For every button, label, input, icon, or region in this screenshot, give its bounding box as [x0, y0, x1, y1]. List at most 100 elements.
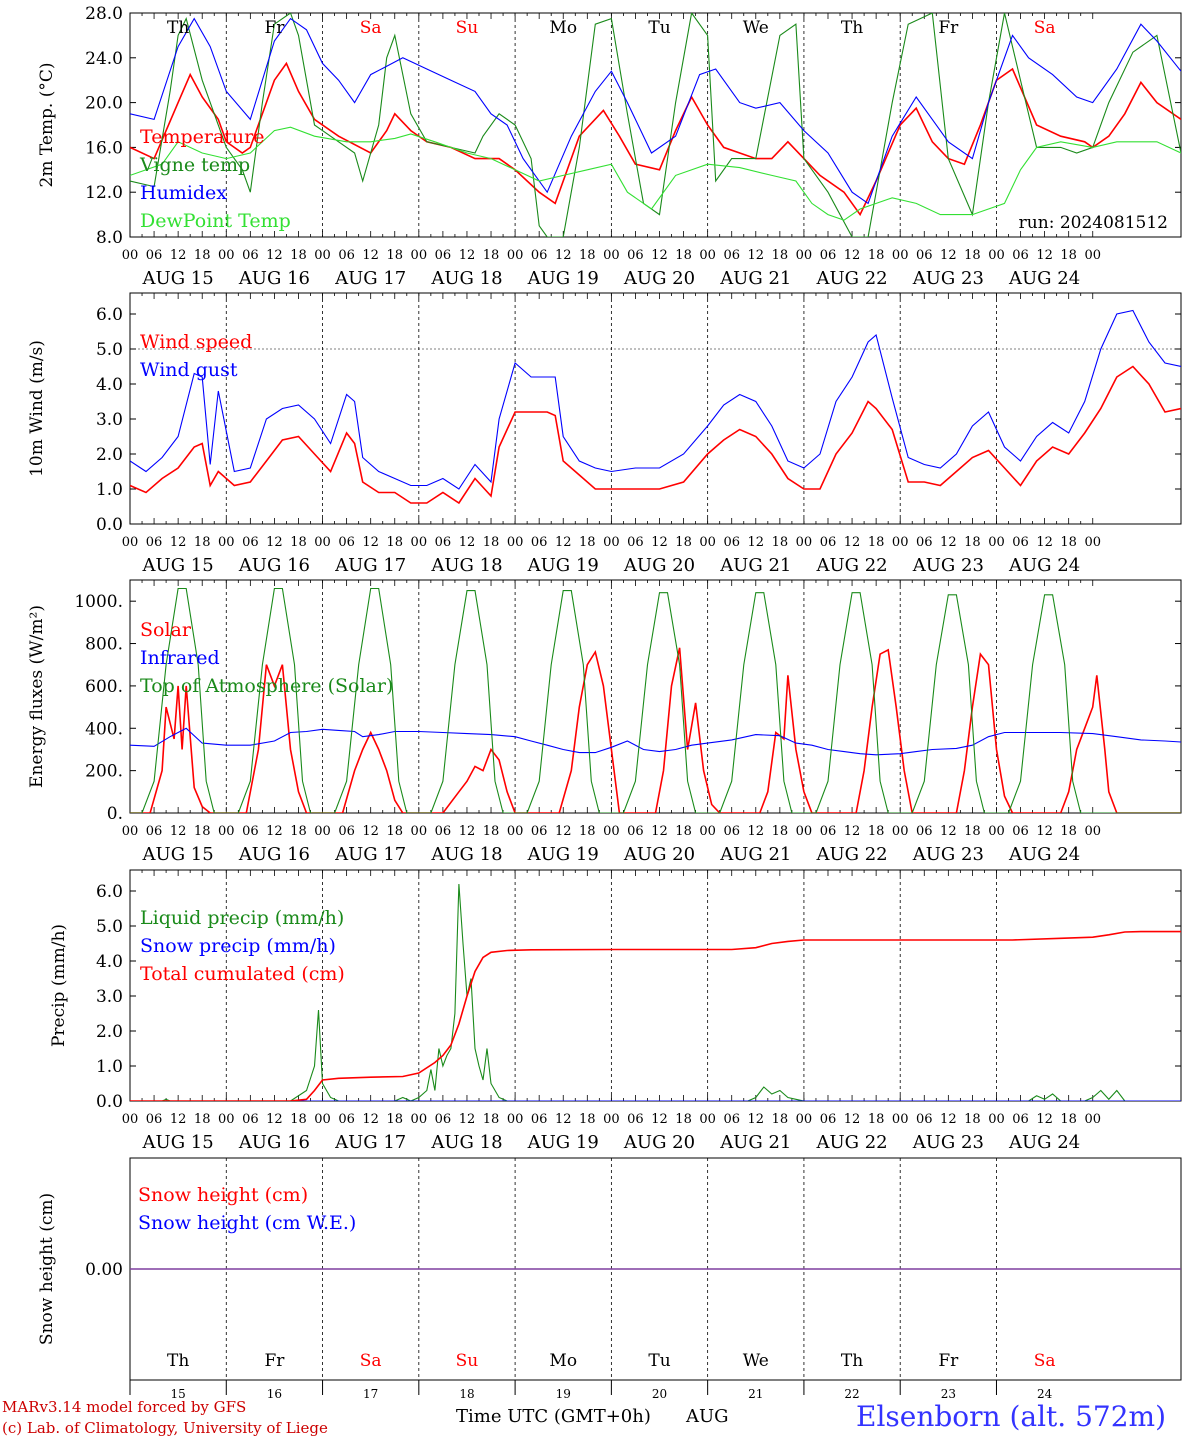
hour-tick-label: 00 — [988, 1112, 1005, 1127]
date-label: AUG 20 — [623, 268, 695, 289]
hour-tick-label: 00 — [218, 248, 235, 263]
hour-tick-label: 06 — [146, 824, 163, 839]
hour-tick-label: 00 — [699, 248, 716, 263]
hour-tick-label: 12 — [651, 248, 668, 263]
y-tick-label: 1.0 — [96, 480, 123, 500]
weekday-label: Fr — [938, 18, 959, 38]
series-line — [130, 61, 1181, 217]
weekday-label: Th — [841, 18, 863, 38]
hour-tick-label: 18 — [386, 824, 403, 839]
hour-tick-label: 06 — [916, 248, 933, 263]
footer-model-credit: MARv3.14 model forced by GFS — [2, 1398, 247, 1416]
weekday-label: Sa — [360, 1351, 382, 1371]
date-label: AUG 23 — [912, 1132, 984, 1153]
date-label: AUG 18 — [430, 1132, 502, 1153]
weekday-label: Th — [841, 1351, 863, 1371]
date-label: AUG 19 — [527, 268, 599, 289]
day-number: 20 — [652, 1387, 667, 1401]
hour-tick-label: 06 — [723, 535, 740, 550]
legend-entry: Liquid precip (mm/h) — [140, 907, 344, 929]
date-label: AUG 21 — [719, 1132, 791, 1153]
hour-tick-label: 00 — [507, 824, 524, 839]
hour-tick-label: 06 — [820, 824, 837, 839]
y-tick-label: 20.0 — [85, 94, 123, 114]
y-tick-label: 8.0 — [96, 228, 123, 248]
hour-tick-label: 06 — [1012, 1112, 1029, 1127]
hour-tick-label: 18 — [579, 1112, 596, 1127]
y-tick-label: 800. — [85, 635, 123, 655]
hour-tick-label: 00 — [603, 1112, 620, 1127]
hour-tick-label: 12 — [1036, 1112, 1053, 1127]
hour-tick-label: 00 — [892, 1112, 909, 1127]
y-tick-label: 400. — [85, 719, 123, 739]
hour-tick-label: 18 — [290, 248, 307, 263]
y-tick-label: 5.0 — [96, 917, 123, 937]
y-tick-label: 600. — [85, 677, 123, 697]
date-label: AUG 16 — [238, 844, 310, 865]
date-label: AUG 23 — [912, 555, 984, 576]
hour-tick-label: 00 — [796, 824, 813, 839]
date-label: AUG 20 — [623, 1132, 695, 1153]
weekday-label: Su — [456, 1351, 479, 1371]
hour-tick-label: 00 — [988, 248, 1005, 263]
hour-tick-label: 00 — [699, 535, 716, 550]
hour-tick-label: 00 — [1084, 248, 1101, 263]
hour-tick-label: 18 — [1060, 824, 1077, 839]
hour-tick-label: 12 — [651, 1112, 668, 1127]
y-tick-label: 1000. — [74, 592, 123, 612]
hour-tick-label: 06 — [820, 248, 837, 263]
hour-tick-label: 00 — [699, 1112, 716, 1127]
y-tick-label: 3.0 — [96, 410, 123, 430]
hour-tick-label: 06 — [531, 1112, 548, 1127]
hour-tick-label: 18 — [1060, 1112, 1077, 1127]
hour-tick-label: 00 — [603, 248, 620, 263]
hour-tick-label: 06 — [338, 248, 355, 263]
panel-5 — [129, 1157, 1182, 1395]
day-number: 16 — [267, 1387, 282, 1401]
legend-entry: Humidex — [140, 182, 227, 204]
hour-tick-label: 00 — [1084, 1112, 1101, 1127]
y-tick-label: 3.0 — [96, 987, 123, 1007]
hour-tick-label: 12 — [170, 824, 187, 839]
day-number: 19 — [556, 1387, 571, 1401]
date-label: AUG 18 — [430, 844, 502, 865]
y-axis-label: Precip (mm/h) — [49, 924, 69, 1047]
hour-tick-label: 18 — [1060, 535, 1077, 550]
hour-tick-label: 12 — [940, 1112, 957, 1127]
hour-tick-label: 18 — [964, 535, 981, 550]
y-tick-label: 2.0 — [96, 445, 123, 465]
hour-tick-label: 00 — [796, 1112, 813, 1127]
legend-entry: Wind speed — [140, 331, 252, 353]
plot-frame — [129, 869, 1182, 1102]
hour-tick-label: 00 — [411, 248, 428, 263]
y-tick-label: 12.0 — [85, 183, 123, 203]
series-line — [130, 13, 1181, 237]
hour-tick-label: 18 — [675, 248, 692, 263]
date-label: AUG 19 — [527, 1132, 599, 1153]
hour-tick-label: 00 — [314, 1112, 331, 1127]
hour-tick-label: 00 — [603, 535, 620, 550]
hour-tick-label: 18 — [868, 1112, 885, 1127]
series-line — [130, 930, 1181, 1101]
station-title: Elsenborn (alt. 572m) — [856, 1400, 1167, 1433]
hour-tick-label: 00 — [988, 535, 1005, 550]
hour-tick-label: 00 — [507, 535, 524, 550]
hour-tick-label: 18 — [483, 824, 500, 839]
hour-tick-label: 00 — [314, 248, 331, 263]
hour-tick-label: 12 — [1036, 248, 1053, 263]
plot-frame — [129, 12, 1182, 238]
hour-tick-label: 18 — [964, 1112, 981, 1127]
hour-tick-label: 18 — [675, 824, 692, 839]
hour-tick-label: 06 — [1012, 248, 1029, 263]
date-label: AUG 23 — [912, 268, 984, 289]
date-label: AUG 19 — [527, 555, 599, 576]
hour-tick-label: 18 — [772, 824, 789, 839]
weekday-label: Fr — [264, 1351, 285, 1371]
hour-tick-label: 00 — [892, 248, 909, 263]
date-label: AUG 17 — [334, 555, 406, 576]
hour-tick-label: 00 — [507, 1112, 524, 1127]
y-tick-label: 28.0 — [85, 4, 123, 24]
hour-tick-label: 12 — [266, 1112, 283, 1127]
hour-tick-label: 12 — [555, 1112, 572, 1127]
y-tick-label: 4.0 — [96, 952, 123, 972]
